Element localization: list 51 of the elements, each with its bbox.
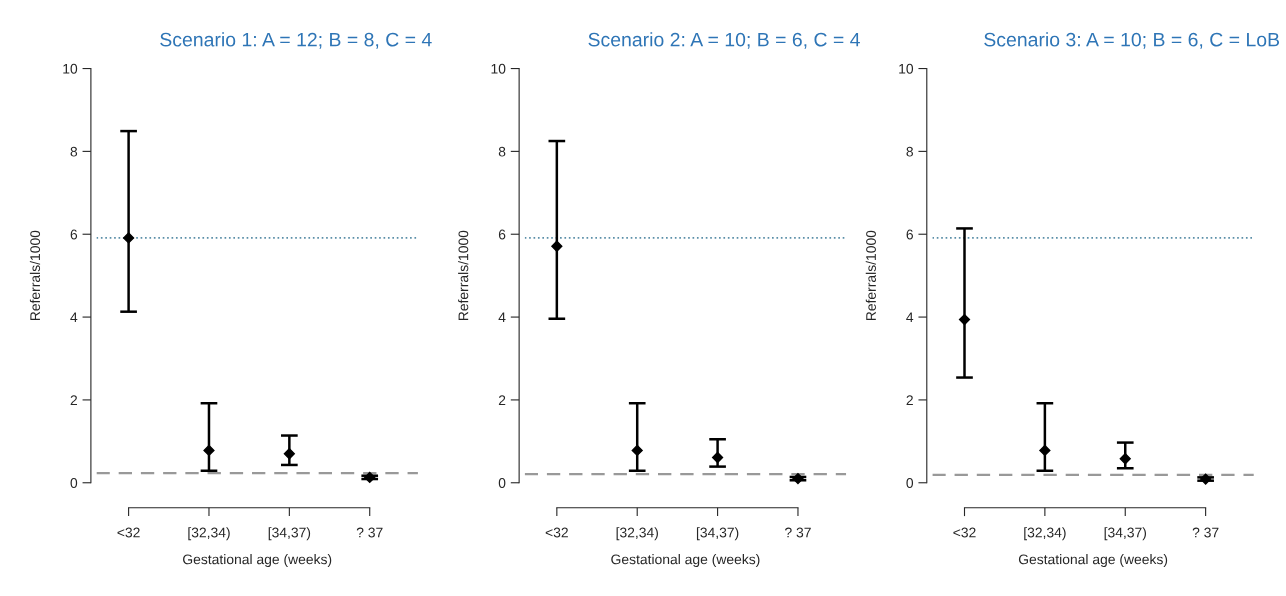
y-tick-label: 0 <box>70 478 78 488</box>
y-tick-label: 8 <box>906 146 913 157</box>
y-axis-title: Referrals/1000 <box>865 230 876 321</box>
x-tick-label: [34,37) <box>268 527 311 541</box>
y-tick-label: 10 <box>899 63 914 74</box>
chart-title: Scenario 3: A = 10; B = 6, C = LoB <box>984 32 1280 49</box>
point <box>283 448 295 460</box>
y-axis-title: Referrals/1000 <box>29 230 41 321</box>
x-tick-label: [32,34) <box>616 527 658 541</box>
point <box>203 444 215 457</box>
x-tick-label: ? 37 <box>785 527 811 538</box>
y-tick-label: 6 <box>498 229 506 240</box>
y-tick-label: 4 <box>70 312 78 323</box>
point <box>551 240 563 252</box>
x-tick-label: <32 <box>117 527 140 538</box>
point <box>711 451 724 464</box>
y-tick-label: 0 <box>498 478 506 488</box>
x-tick-label: ? 37 <box>356 527 383 538</box>
point <box>631 444 643 457</box>
y-tick-label: 6 <box>70 229 78 240</box>
y-tick-label: 8 <box>498 146 506 157</box>
x-axis-title: Gestational age (weeks) <box>1018 554 1168 567</box>
point <box>364 471 376 483</box>
y-tick-label: 10 <box>491 63 506 74</box>
chart-title: Scenario 2: A = 10; B = 6, C = 4 <box>588 32 860 49</box>
x-tick-label: [32,34) <box>188 527 230 541</box>
x-tick-label: <32 <box>545 527 568 538</box>
y-tick-label: 2 <box>906 395 913 405</box>
y-tick-label: 4 <box>906 312 914 323</box>
y-tick-label: 0 <box>906 478 914 488</box>
x-axis-title: Gestational age (weeks) <box>183 554 332 567</box>
y-tick-label: 4 <box>498 312 506 323</box>
chart-title: Scenario 1: A = 12; B = 8, C = 4 <box>160 32 432 49</box>
y-tick-label: 6 <box>906 229 913 240</box>
point <box>958 313 971 326</box>
x-tick-label: <32 <box>953 527 976 538</box>
y-axis-title: Referrals/1000 <box>458 230 469 321</box>
y-tick-label: 8 <box>70 146 78 157</box>
point <box>1039 444 1051 457</box>
y-tick-label: 2 <box>70 395 77 405</box>
y-tick-label: 2 <box>498 395 506 405</box>
point <box>122 232 135 244</box>
point <box>1119 453 1131 465</box>
x-axis-title: Gestational age (weeks) <box>611 554 760 567</box>
point <box>1200 473 1212 485</box>
y-tick-label: 10 <box>63 63 78 74</box>
point <box>792 473 804 485</box>
x-tick-label: [34,37) <box>1104 527 1147 541</box>
x-tick-label: [34,37) <box>696 527 739 541</box>
x-tick-label: [32,34) <box>1024 527 1066 541</box>
x-tick-label: ? 37 <box>1192 527 1219 538</box>
